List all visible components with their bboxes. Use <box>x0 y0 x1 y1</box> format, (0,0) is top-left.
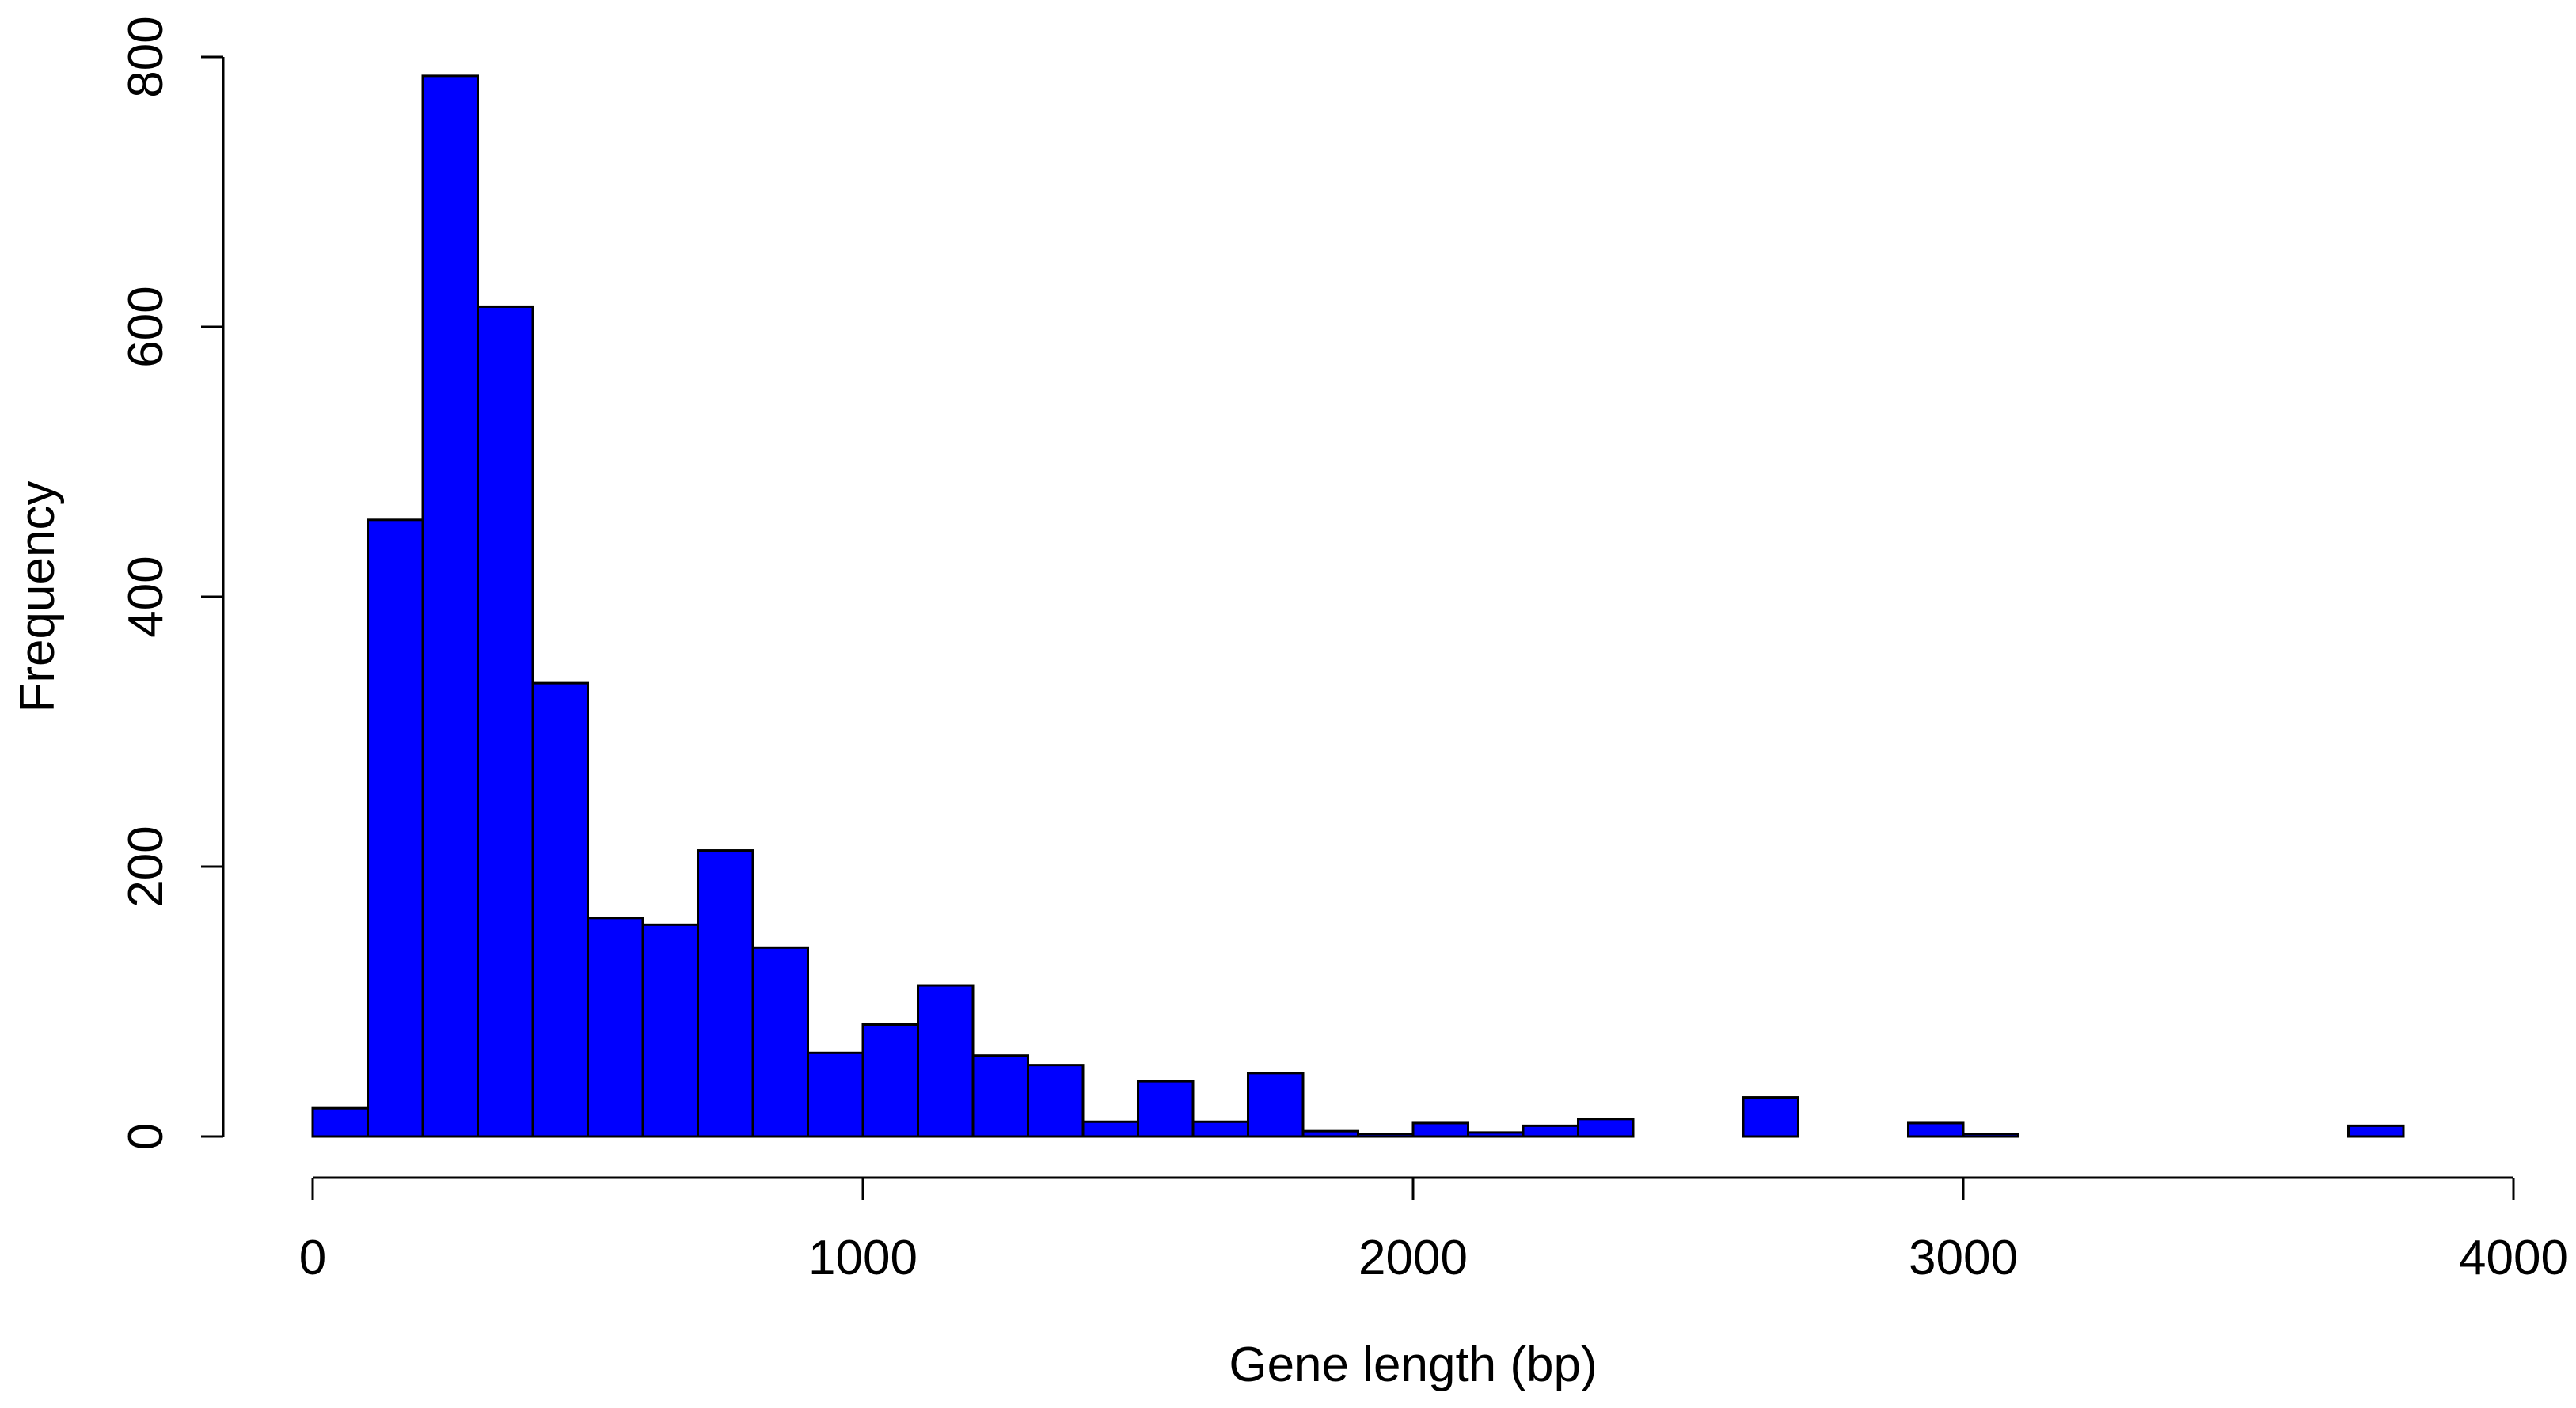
x-axis-title: Gene length (bp) <box>1229 1338 1597 1392</box>
histogram-bars <box>311 74 2405 1138</box>
histogram-bar <box>2347 1124 2405 1138</box>
histogram-bar <box>1027 1064 1085 1138</box>
histogram-bar <box>1411 1121 1469 1138</box>
histogram-bar <box>531 681 589 1138</box>
histogram-bar <box>587 917 644 1138</box>
histogram-bar <box>1137 1080 1195 1138</box>
histogram-bar <box>1907 1121 1965 1138</box>
histogram-bar <box>311 1106 369 1138</box>
x-tick-label: 3000 <box>1909 1231 2018 1285</box>
y-tick-label: 0 <box>119 1123 173 1150</box>
histogram-bar <box>1357 1133 1415 1138</box>
histogram-bar <box>917 984 975 1138</box>
histogram-bar <box>861 1023 919 1138</box>
x-axis: 0 1000 2000 3000 4000 <box>299 1176 2568 1285</box>
y-axis-title: Frequency <box>10 481 65 713</box>
histogram-bar <box>807 1051 864 1138</box>
histogram-bar <box>751 946 809 1138</box>
y-axis: 0 200 400 600 800 <box>119 16 225 1150</box>
histogram-bar <box>1191 1120 1249 1138</box>
histogram-bar <box>1467 1131 1525 1138</box>
histogram-bar <box>1577 1118 1635 1138</box>
y-tick-label: 400 <box>119 556 173 637</box>
y-tick-label: 200 <box>119 825 173 907</box>
histogram-bar <box>641 923 699 1138</box>
y-tick-label: 600 <box>119 286 173 367</box>
y-tick-label: 800 <box>119 16 173 97</box>
histogram-bar <box>477 305 534 1138</box>
x-tick-label: 0 <box>299 1231 326 1285</box>
x-tick-label: 2000 <box>1358 1231 1468 1285</box>
histogram-bar <box>1081 1120 1139 1138</box>
histogram-bar <box>971 1054 1029 1138</box>
histogram-bar <box>1962 1133 2019 1138</box>
histogram-bar <box>1301 1129 1359 1138</box>
histogram-bar <box>421 74 479 1138</box>
x-tick-label: 1000 <box>808 1231 918 1285</box>
histogram-bar <box>1522 1124 1579 1138</box>
histogram-bar <box>1742 1096 1799 1138</box>
histogram-bar <box>1247 1072 1305 1138</box>
histogram-bar <box>367 518 424 1138</box>
x-tick-label: 4000 <box>2459 1231 2568 1285</box>
histogram-bar <box>697 849 754 1138</box>
